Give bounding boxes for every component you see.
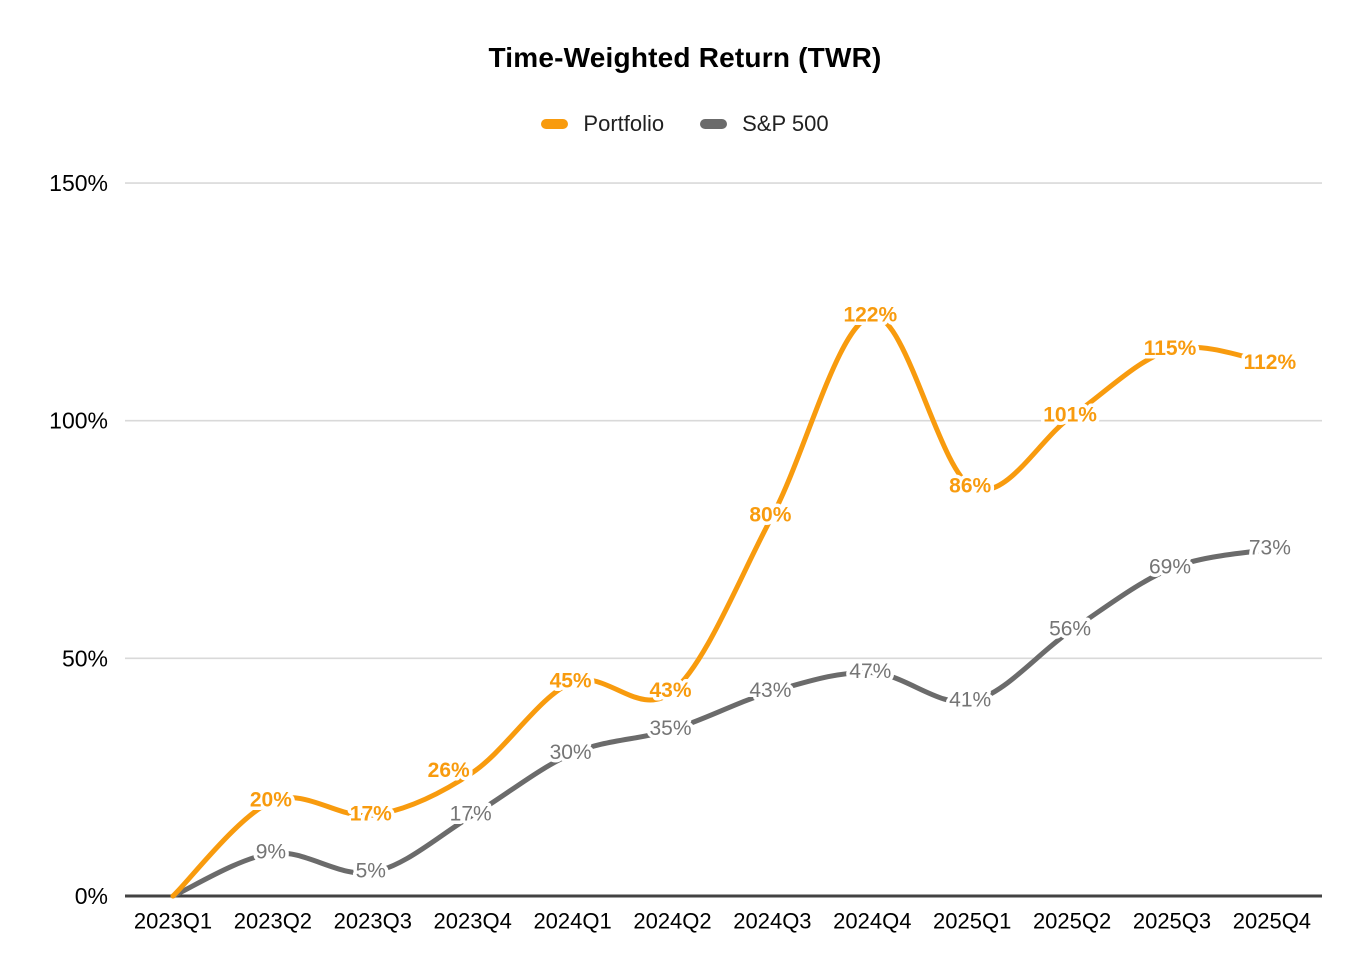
x-tick-2025Q1: 2025Q1 xyxy=(933,909,1011,934)
data-label-portfolio-2025Q4: 112% xyxy=(1244,351,1297,374)
data-label-s-p-500-2025Q3: 69% xyxy=(1149,556,1191,579)
data-label-s-p-500-2024Q1: 30% xyxy=(550,741,592,764)
data-label-s-p-500-2023Q4: 17% xyxy=(450,803,492,826)
x-tick-2024Q3: 2024Q3 xyxy=(733,909,811,934)
x-tick-2023Q4: 2023Q4 xyxy=(434,909,512,934)
x-tick-2024Q2: 2024Q2 xyxy=(633,909,711,934)
legend-item-portfolio: Portfolio xyxy=(541,111,664,137)
legend: Portfolio S&P 500 xyxy=(0,111,1370,137)
legend-swatch-portfolio xyxy=(541,119,569,129)
data-label-s-p-500-2025Q1: 41% xyxy=(949,689,991,712)
data-label-portfolio-2024Q3: 80% xyxy=(749,503,791,526)
legend-label-portfolio: Portfolio xyxy=(583,111,665,136)
data-label-portfolio-2023Q3: 17% xyxy=(350,803,392,826)
legend-swatch-s-p-500 xyxy=(700,119,728,129)
legend-item-s-p-500: S&P 500 xyxy=(700,111,829,137)
x-tick-2023Q3: 2023Q3 xyxy=(334,909,412,934)
legend-label-s-p-500: S&P 500 xyxy=(742,111,829,136)
data-label-portfolio-2025Q1: 86% xyxy=(949,475,991,498)
y-tick-150%: 150% xyxy=(49,170,108,196)
data-label-portfolio-2024Q2: 43% xyxy=(649,679,691,702)
data-label-portfolio-2023Q2: 20% xyxy=(250,788,292,811)
data-label-s-p-500-2024Q2: 35% xyxy=(649,717,691,740)
data-label-portfolio-2024Q4: 122% xyxy=(843,304,897,327)
series-line-portfolio xyxy=(170,313,1275,899)
x-tick-2025Q3: 2025Q3 xyxy=(1133,909,1211,934)
y-tick-50%: 50% xyxy=(62,645,108,671)
data-label-portfolio-2023Q4: 26% xyxy=(428,759,470,782)
chart-title: Time-Weighted Return (TWR) xyxy=(488,42,882,73)
data-label-portfolio-2025Q2: 101% xyxy=(1043,403,1097,426)
data-label-s-p-500-2024Q3: 43% xyxy=(749,679,791,702)
data-label-portfolio-2024Q1: 45% xyxy=(550,670,592,693)
data-label-s-p-500-2024Q4: 47% xyxy=(849,660,891,683)
data-label-s-p-500-2023Q2: 9% xyxy=(256,841,286,864)
y-tick-100%: 100% xyxy=(49,408,108,434)
data-label-s-p-500-2025Q4: 73% xyxy=(1249,537,1291,560)
data-label-portfolio-2025Q3: 115% xyxy=(1144,337,1197,360)
x-tick-2023Q2: 2023Q2 xyxy=(234,909,312,934)
x-tick-2025Q4: 2025Q4 xyxy=(1233,909,1311,934)
x-tick-2024Q1: 2024Q1 xyxy=(533,909,611,934)
x-tick-2024Q4: 2024Q4 xyxy=(833,909,911,934)
x-tick-2023Q1: 2023Q1 xyxy=(134,909,212,934)
y-tick-0%: 0% xyxy=(75,883,108,909)
data-label-s-p-500-2023Q3: 5% xyxy=(356,860,386,883)
series-line-s-p-500 xyxy=(170,546,1275,899)
data-label-s-p-500-2025Q2: 56% xyxy=(1049,617,1091,640)
x-tick-2025Q2: 2025Q2 xyxy=(1033,909,1111,934)
